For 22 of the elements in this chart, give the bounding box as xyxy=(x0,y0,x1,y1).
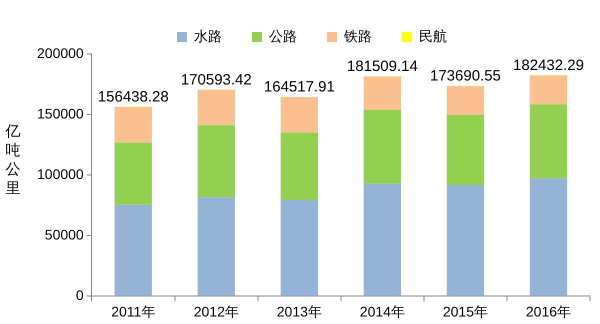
y-tick-label: 0 xyxy=(76,287,84,304)
total-label: 182432.29 xyxy=(513,56,584,74)
legend-label: 民航 xyxy=(419,28,447,44)
x-tick-label: 2012年 xyxy=(194,303,239,320)
y-tick-label: 100000 xyxy=(37,166,84,182)
y-tick-label: 200000 xyxy=(37,44,84,61)
y-tick-label: 50000 xyxy=(44,226,84,243)
x-tick-label: 2014年 xyxy=(360,303,405,320)
total-label: 164517.91 xyxy=(264,78,335,96)
total-label: 173690.55 xyxy=(430,68,501,84)
x-tick-label: 2015年 xyxy=(442,303,488,320)
x-tick-label: 2011年 xyxy=(111,303,156,320)
legend-label: 铁路 xyxy=(343,28,372,44)
total-label: 181509.14 xyxy=(346,58,418,76)
x-tick-label: 2013年 xyxy=(276,303,322,320)
total-label: 170593.42 xyxy=(180,71,252,88)
x-tick-label: 2016年 xyxy=(526,303,572,320)
total-label: 156438.28 xyxy=(98,88,169,106)
legend-label: 水路 xyxy=(194,28,222,44)
y-tick-label: 150000 xyxy=(37,105,84,122)
y-axis-title: 亿吨公里 xyxy=(4,122,22,198)
legend-label: 公路 xyxy=(269,28,297,44)
